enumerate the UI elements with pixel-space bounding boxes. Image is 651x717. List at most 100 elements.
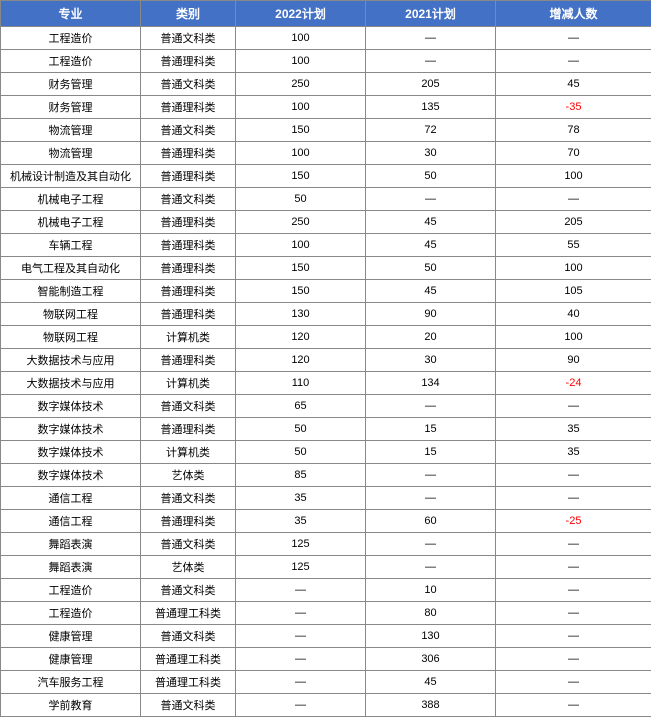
table-row: 通信工程普通理科类3560-25 xyxy=(1,510,651,533)
table-cell: 普通理科类 xyxy=(141,303,236,326)
table-cell: 45 xyxy=(366,211,496,234)
table-cell: 工程造价 xyxy=(1,579,141,602)
table-row: 工程造价普通文科类—10— xyxy=(1,579,651,602)
table-cell: 物联网工程 xyxy=(1,326,141,349)
table-cell: 普通理科类 xyxy=(141,257,236,280)
table-cell: 130 xyxy=(236,303,366,326)
table-cell: 50 xyxy=(236,441,366,464)
table-cell: 普通文科类 xyxy=(141,487,236,510)
table-row: 财务管理普通理科类100135-35 xyxy=(1,96,651,119)
table-row: 智能制造工程普通理科类15045105 xyxy=(1,280,651,303)
table-cell: 50 xyxy=(366,257,496,280)
table-cell: 40 xyxy=(496,303,651,326)
table-cell: 智能制造工程 xyxy=(1,280,141,303)
table-cell: — xyxy=(366,50,496,73)
table-cell: 35 xyxy=(496,441,651,464)
table-cell: 15 xyxy=(366,441,496,464)
enrollment-plan-table: 专业 类别 2022计划 2021计划 增减人数 工程造价普通文科类100——工… xyxy=(0,0,651,717)
table-cell: 电气工程及其自动化 xyxy=(1,257,141,280)
table-cell: — xyxy=(496,648,651,671)
table-cell: 100 xyxy=(496,326,651,349)
table-cell: — xyxy=(496,694,651,717)
col-header-plan-2021: 2021计划 xyxy=(366,1,496,27)
table-cell: 50 xyxy=(236,418,366,441)
table-cell: 100 xyxy=(236,27,366,50)
table-cell: 65 xyxy=(236,395,366,418)
table-cell: 250 xyxy=(236,211,366,234)
table-cell: 机械电子工程 xyxy=(1,188,141,211)
table-cell: 30 xyxy=(366,349,496,372)
table-cell: — xyxy=(366,188,496,211)
table-cell: 150 xyxy=(236,280,366,303)
table-row: 车辆工程普通理科类1004555 xyxy=(1,234,651,257)
table-cell: 90 xyxy=(496,349,651,372)
table-row: 工程造价普通文科类100—— xyxy=(1,27,651,50)
table-cell: — xyxy=(236,625,366,648)
table-cell: 45 xyxy=(366,671,496,694)
table-cell: -35 xyxy=(496,96,651,119)
table-cell: 普通文科类 xyxy=(141,625,236,648)
table-cell: 150 xyxy=(236,257,366,280)
table-cell: 134 xyxy=(366,372,496,395)
table-cell: — xyxy=(496,487,651,510)
table-cell: 财务管理 xyxy=(1,73,141,96)
table-cell: — xyxy=(496,27,651,50)
table-row: 工程造价普通理工科类—80— xyxy=(1,602,651,625)
table-cell: 35 xyxy=(236,510,366,533)
table-cell: 72 xyxy=(366,119,496,142)
table-cell: 舞蹈表演 xyxy=(1,533,141,556)
table-cell: 80 xyxy=(366,602,496,625)
table-cell: 205 xyxy=(496,211,651,234)
table-cell: 普通理工科类 xyxy=(141,671,236,694)
table-cell: — xyxy=(496,602,651,625)
table-cell: 数字媒体技术 xyxy=(1,441,141,464)
table-cell: — xyxy=(496,464,651,487)
table-cell: 普通理科类 xyxy=(141,510,236,533)
table-cell: 普通理工科类 xyxy=(141,602,236,625)
table-cell: — xyxy=(496,556,651,579)
table-row: 电气工程及其自动化普通理科类15050100 xyxy=(1,257,651,280)
table-cell: 物流管理 xyxy=(1,142,141,165)
table-cell: 普通理科类 xyxy=(141,418,236,441)
table-cell: 学前教育 xyxy=(1,694,141,717)
table-cell: 普通文科类 xyxy=(141,27,236,50)
table-row: 机械电子工程普通理科类25045205 xyxy=(1,211,651,234)
table-cell: 物流管理 xyxy=(1,119,141,142)
table-body: 工程造价普通文科类100——工程造价普通理科类100——财务管理普通文科类250… xyxy=(1,27,651,717)
table-cell: 计算机类 xyxy=(141,326,236,349)
table-cell: 45 xyxy=(366,234,496,257)
table-cell: — xyxy=(236,579,366,602)
table-cell: 计算机类 xyxy=(141,441,236,464)
table-cell: 100 xyxy=(236,234,366,257)
table-cell: 15 xyxy=(366,418,496,441)
table-cell: 135 xyxy=(366,96,496,119)
table-cell: 数字媒体技术 xyxy=(1,418,141,441)
table-cell: 工程造价 xyxy=(1,602,141,625)
table-row: 数字媒体技术计算机类501535 xyxy=(1,441,651,464)
table-cell: 通信工程 xyxy=(1,510,141,533)
table-cell: 30 xyxy=(366,142,496,165)
table-cell: — xyxy=(366,395,496,418)
table-row: 数字媒体技术普通理科类501535 xyxy=(1,418,651,441)
table-row: 数字媒体技术普通文科类65—— xyxy=(1,395,651,418)
table-cell: 150 xyxy=(236,119,366,142)
table-row: 物联网工程普通理科类1309040 xyxy=(1,303,651,326)
table-cell: 125 xyxy=(236,556,366,579)
table-row: 物流管理普通理科类1003070 xyxy=(1,142,651,165)
table-header: 专业 类别 2022计划 2021计划 增减人数 xyxy=(1,1,651,27)
table-cell: 大数据技术与应用 xyxy=(1,349,141,372)
table-cell: 计算机类 xyxy=(141,372,236,395)
table-cell: 普通文科类 xyxy=(141,579,236,602)
table-cell: 普通文科类 xyxy=(141,533,236,556)
table-cell: 普通理科类 xyxy=(141,142,236,165)
table-cell: — xyxy=(236,648,366,671)
table-cell: 普通理科类 xyxy=(141,96,236,119)
table-cell: 130 xyxy=(366,625,496,648)
table-cell: 205 xyxy=(366,73,496,96)
table-cell: 工程造价 xyxy=(1,50,141,73)
table-cell: 85 xyxy=(236,464,366,487)
table-cell: — xyxy=(366,556,496,579)
table-cell: 工程造价 xyxy=(1,27,141,50)
table-cell: 388 xyxy=(366,694,496,717)
table-cell: 125 xyxy=(236,533,366,556)
